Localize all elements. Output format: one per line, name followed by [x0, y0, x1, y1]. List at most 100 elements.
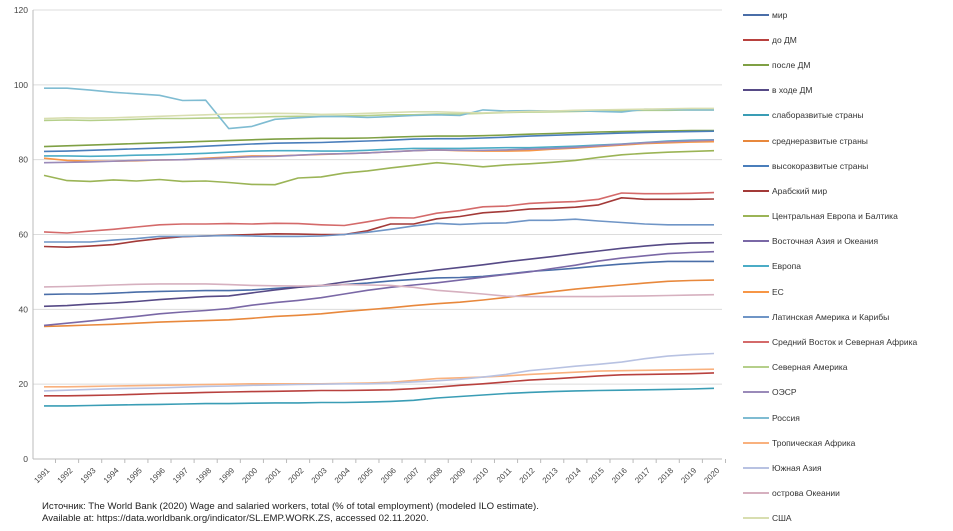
legend-label: Латинская Америка и Карибы — [772, 311, 890, 322]
legend-item: Центральная Европа и Балтика — [743, 204, 953, 229]
series-line-3 — [43, 129, 714, 148]
legend-swatch — [743, 517, 769, 520]
source-note: Источник: The World Bank (2020) Wage and… — [42, 501, 539, 525]
legend-swatch — [743, 63, 769, 66]
legend-swatch — [743, 89, 769, 92]
legend-label: Восточная Азия и Океания — [772, 236, 879, 247]
legend-item: Россия — [743, 405, 953, 430]
legend-label: в ходе ДМ — [772, 85, 813, 96]
x-tick-label: 1998 — [194, 466, 213, 485]
legend-label: Россия — [772, 412, 800, 423]
legend-swatch — [743, 240, 769, 243]
legend-item: США — [743, 506, 953, 531]
x-tick-label: 2012 — [518, 466, 537, 485]
legend-item: в ходе ДМ — [743, 78, 953, 103]
legend-label: мир — [772, 9, 788, 20]
legend-item: Арабский мир — [743, 178, 953, 203]
y-tick-label: 20 — [19, 379, 29, 389]
legend-item: Латинская Америка и Карибы — [743, 304, 953, 329]
legend-label: Северная Америка — [772, 362, 848, 373]
series-line-9 — [43, 149, 715, 186]
legend-label: Тропическая Африка — [772, 437, 856, 448]
legend-swatch — [743, 139, 769, 142]
legend-swatch — [743, 265, 769, 268]
series-line-1 — [43, 260, 714, 296]
x-tick-label: 2004 — [333, 466, 352, 485]
legend-swatch — [743, 13, 769, 16]
source-line-2: Available at: https://data.worldbank.org… — [42, 513, 429, 524]
legend-item: среднеразвитые страны — [743, 128, 953, 153]
x-tick-label: 1996 — [148, 466, 167, 485]
series-line-17 — [44, 87, 714, 130]
legend-swatch — [743, 189, 769, 192]
source-line-1: Источник: The World Bank (2020) Wage and… — [42, 501, 539, 512]
legend-label: Европа — [772, 261, 801, 272]
legend-swatch — [743, 114, 769, 117]
legend-swatch — [743, 441, 769, 444]
legend-label: до ДМ — [772, 34, 797, 45]
legend-label: США — [772, 513, 792, 524]
x-tick-label: 2010 — [471, 466, 490, 485]
legend: мир до ДМ после ДМ в ходе ДМ слаборазвитые с… — [743, 2, 953, 531]
x-tick-label: 1995 — [125, 466, 144, 485]
legend-label: Средний Восток и Северная Африка — [772, 337, 918, 348]
legend-label: слаборазвитые страны — [772, 110, 864, 121]
x-tick-label: 2015 — [587, 466, 606, 485]
legend-swatch — [743, 466, 769, 469]
x-tick-label: 2000 — [240, 466, 259, 485]
legend-label: Арабский мир — [772, 185, 828, 196]
x-tick-label: 2009 — [448, 466, 467, 485]
legend-label: Южная Азия — [772, 462, 822, 473]
legend-swatch — [743, 315, 769, 318]
legend-item: ЕС — [743, 279, 953, 304]
x-tick-label: 1993 — [79, 466, 98, 485]
x-tick-label: 2002 — [287, 466, 306, 485]
x-tick-label: 2005 — [356, 466, 375, 485]
series-line-14 — [43, 191, 715, 234]
legend-item: высокоразвитые страны — [743, 153, 953, 178]
legend-item: Северная Америка — [743, 355, 953, 380]
series-line-8 — [43, 197, 715, 248]
series-line-7 — [43, 130, 715, 153]
series-line-19 — [43, 352, 715, 392]
y-tick-label: 80 — [19, 155, 29, 165]
x-tick-label: 2017 — [633, 466, 652, 485]
legend-swatch — [743, 215, 769, 218]
y-tick-label: 60 — [19, 230, 29, 240]
legend-label: Центральная Европа и Балтика — [772, 211, 898, 222]
legend-label: ОЭСР — [772, 387, 797, 398]
x-tick-label: 2020 — [702, 466, 721, 485]
x-tick-label: 2016 — [610, 466, 629, 485]
legend-label: ЕС — [772, 286, 784, 297]
y-tick-label: 120 — [14, 5, 28, 15]
x-tick-label: 2019 — [679, 466, 698, 485]
x-tick-label: 1997 — [171, 466, 190, 485]
x-tick-label: 2006 — [379, 466, 398, 485]
legend-swatch — [743, 366, 769, 369]
legend-item: мир — [743, 2, 953, 27]
x-tick-label: 2008 — [425, 466, 444, 485]
x-tick-label: 2011 — [495, 466, 514, 485]
legend-swatch — [743, 341, 769, 344]
legend-swatch — [743, 416, 769, 419]
legend-label: высокоразвитые страны — [772, 160, 869, 171]
legend-label: острова Океании — [772, 488, 840, 499]
legend-swatch — [743, 164, 769, 167]
series-line-6 — [43, 279, 715, 328]
series-line-5 — [44, 387, 715, 407]
x-tick-label: 2001 — [264, 466, 283, 485]
legend-item: после ДМ — [743, 52, 953, 77]
x-tick-label: 2018 — [656, 466, 675, 485]
x-tick-label: 1992 — [56, 466, 75, 485]
series-line-13 — [44, 218, 714, 243]
y-tick-label: 100 — [14, 80, 28, 90]
legend-item: Тропическая Африка — [743, 430, 953, 455]
x-tick-label: 2003 — [310, 466, 329, 485]
legend-label: среднеразвитые страны — [772, 135, 868, 146]
series-line-4 — [43, 241, 715, 308]
series-line-21 — [43, 107, 714, 120]
legend-item: Южная Азия — [743, 455, 953, 480]
legend-swatch — [743, 492, 769, 495]
legend-item: до ДМ — [743, 27, 953, 52]
